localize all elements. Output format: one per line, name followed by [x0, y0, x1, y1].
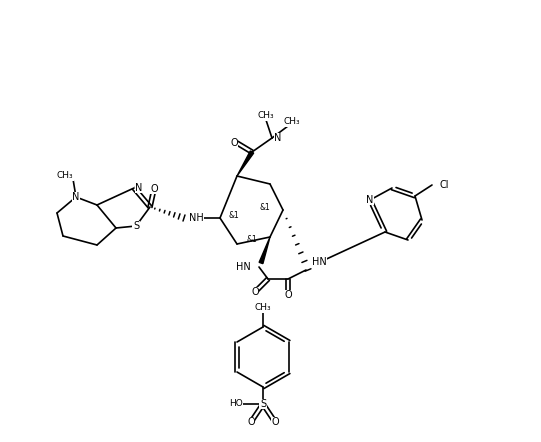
- Text: N: N: [72, 192, 80, 202]
- Text: &1: &1: [247, 235, 258, 244]
- Text: HN: HN: [312, 257, 327, 267]
- Text: O: O: [230, 138, 238, 148]
- Polygon shape: [259, 237, 270, 264]
- Text: &1: &1: [229, 212, 239, 221]
- Text: O: O: [284, 290, 292, 300]
- Text: S: S: [133, 221, 139, 231]
- Text: CH₃: CH₃: [258, 111, 274, 121]
- Text: S: S: [260, 399, 266, 409]
- Text: CH₃: CH₃: [255, 304, 272, 312]
- Text: O: O: [247, 417, 255, 427]
- Text: &1: &1: [260, 203, 270, 213]
- Text: O: O: [251, 287, 259, 297]
- Text: Cl: Cl: [440, 180, 450, 190]
- Text: HO: HO: [229, 400, 243, 408]
- Text: HN: HN: [236, 262, 251, 272]
- Text: N: N: [135, 183, 142, 193]
- Text: O: O: [150, 184, 158, 194]
- Text: NH: NH: [189, 213, 204, 223]
- Text: N: N: [366, 195, 374, 205]
- Text: N: N: [274, 133, 281, 143]
- Text: CH₃: CH₃: [283, 118, 300, 126]
- Text: CH₃: CH₃: [57, 171, 74, 180]
- Polygon shape: [237, 151, 254, 176]
- Text: O: O: [271, 417, 279, 427]
